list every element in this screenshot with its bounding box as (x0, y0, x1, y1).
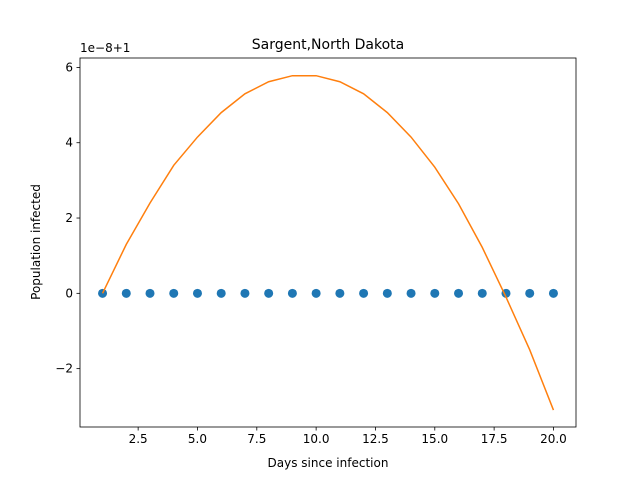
scatter-point (525, 288, 535, 298)
y-axis-label: Population infected (29, 184, 43, 300)
y-offset-text: 1e−8+1 (80, 41, 130, 55)
y-tick-label: 4 (65, 136, 73, 150)
scatter-point (287, 288, 297, 298)
x-tick-label: 17.5 (481, 432, 508, 446)
scatter-point (192, 288, 202, 298)
x-tick-label: 15.0 (421, 432, 448, 446)
chart-title: Sargent,North Dakota (252, 37, 405, 53)
x-tick-label: 2.5 (129, 432, 148, 446)
y-tick-label: 2 (65, 211, 73, 225)
scatter-point (311, 288, 321, 298)
x-tick-label: 12.5 (362, 432, 389, 446)
scatter-point (121, 288, 131, 298)
scatter-point (359, 288, 369, 298)
x-tick-label: 7.5 (247, 432, 266, 446)
scatter-point (548, 288, 558, 298)
scatter-point (335, 288, 345, 298)
x-axis-label: Days since infection (268, 456, 389, 470)
y-tick-label: 6 (65, 60, 73, 74)
scatter-point (145, 288, 155, 298)
scatter-point (169, 288, 179, 298)
scatter-point (240, 288, 250, 298)
scatter-point (454, 288, 464, 298)
scatter-point (98, 288, 108, 298)
plot-area: 2.5 5.0 7.5 10.0 12.5 15.0 17.5 20.0 −2 0 2 4 6 (55, 57, 577, 446)
y-tick-label: 0 (65, 286, 73, 300)
x-tick-label: 20.0 (540, 432, 567, 446)
scatter-point (264, 288, 274, 298)
x-tick-label: 5.0 (188, 432, 207, 446)
axes-frame (79, 57, 577, 428)
x-tick-label: 10.0 (303, 432, 330, 446)
series-line (101, 74, 555, 411)
scatter-point (216, 288, 226, 298)
scatter-point (406, 288, 416, 298)
y-tick-label: −2 (55, 362, 73, 376)
scatter-point (430, 288, 440, 298)
scatter-point (382, 288, 392, 298)
scatter-point (477, 288, 487, 298)
